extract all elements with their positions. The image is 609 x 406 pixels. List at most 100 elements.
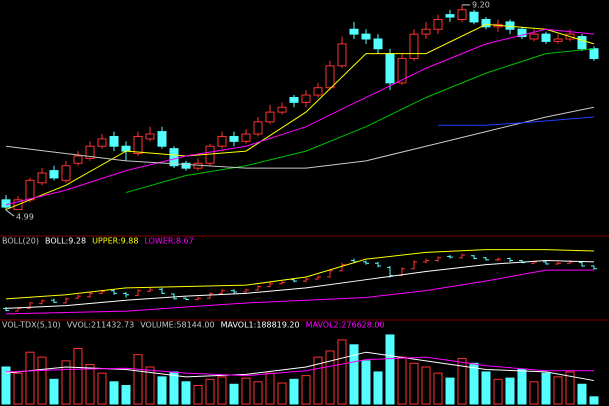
candle-body [457,9,467,20]
line-series [438,116,595,126]
candle-body [1,199,11,208]
candle-body [589,48,599,59]
candle-body [217,135,227,147]
volume-bar [217,376,227,405]
volume-bar [373,371,383,405]
line-series [5,356,594,377]
candle-body [61,165,71,181]
candle-body [85,145,95,159]
candle-body [577,36,587,50]
candle-body [289,96,299,103]
volume-bar [205,378,215,405]
line-series [5,28,595,206]
volume-bar [553,376,563,405]
volume-bar [457,357,467,405]
annotation: 4.99 [16,213,34,222]
volume-bar [385,334,395,405]
candle-body [121,145,131,152]
volume-bar [421,366,431,405]
volume-bar [97,372,107,405]
candle-body [337,43,347,67]
annotation: 9.20 [472,0,490,9]
volume-bar [133,354,143,405]
volume-bar [301,375,311,405]
candle-body [37,172,47,184]
volume-bar [61,360,71,405]
candle-body [313,87,323,96]
candle-body [25,179,35,201]
volume-bar [49,378,59,405]
volume-bar [289,378,299,405]
candle-body [517,28,527,38]
line-series [5,106,595,169]
candle-body [133,135,143,155]
volume-bar [493,378,503,405]
volume-bar [265,372,275,405]
volume-bar [409,362,419,405]
volume-bar [361,360,371,405]
candle-body [325,65,335,89]
line-series [5,260,595,309]
candle-body [541,33,551,42]
volume-bar [565,371,575,405]
volume-bar [85,364,95,405]
candle-body [241,133,251,142]
line-series [5,23,595,211]
candle-body [481,18,491,28]
candle-body [397,57,407,84]
volume-bar [37,356,47,405]
candle-body [469,11,479,23]
candle-body [553,38,563,42]
volume-bar [505,377,515,405]
volume-bar [337,339,347,405]
candle-body [49,170,59,179]
legend-entry: MAVOL2:276628.00 [306,321,385,330]
legend-entry: UPPER:9.88 [92,237,138,246]
legend-entry: BOLL:9.28 [45,237,86,246]
candle-body [529,33,539,40]
legend-entry: VOLUME:58144.00 [140,321,214,330]
volume-bar [349,344,359,405]
volume-bar [445,377,455,405]
candle-body [145,133,155,140]
volume-bar [1,366,11,405]
candle-body [253,121,263,135]
volume-bar [121,385,131,405]
candle-body [277,106,287,113]
volume-bar [109,381,119,405]
candle-body [73,155,83,164]
legend-entry: VOL-TDX(5,10) [2,321,61,330]
volume-bar [145,366,155,405]
candle-body [97,138,107,147]
candle-body [265,111,275,123]
candle-body [181,162,191,169]
volume-bar [169,371,179,405]
candle-body [421,28,431,35]
volume-bar [433,372,443,405]
legend-entry: LOWER:8.67 [144,237,193,246]
candle-body [445,14,455,18]
volume-bar [193,385,203,405]
volume-bar [541,372,551,405]
volume-bar [517,368,527,405]
volume-bar [529,381,539,405]
volume-bar [229,383,239,405]
candle-body [157,131,167,147]
volume-bar [25,351,35,405]
candle-body [349,28,359,35]
candle-body [301,94,311,103]
volume-bar [13,372,23,405]
volume-bar [469,362,479,405]
volume-bar [397,356,407,405]
volume-bar [157,376,167,405]
volume-bar [277,382,287,405]
volume-bar [325,350,335,405]
candle-body [409,33,419,59]
volume-bar [481,371,491,405]
candle-body [385,53,395,84]
candle-body [229,135,239,142]
volume-bar [241,377,251,405]
legend-entry: MAVOL1:188819.20 [221,321,300,330]
line-series [125,48,595,194]
